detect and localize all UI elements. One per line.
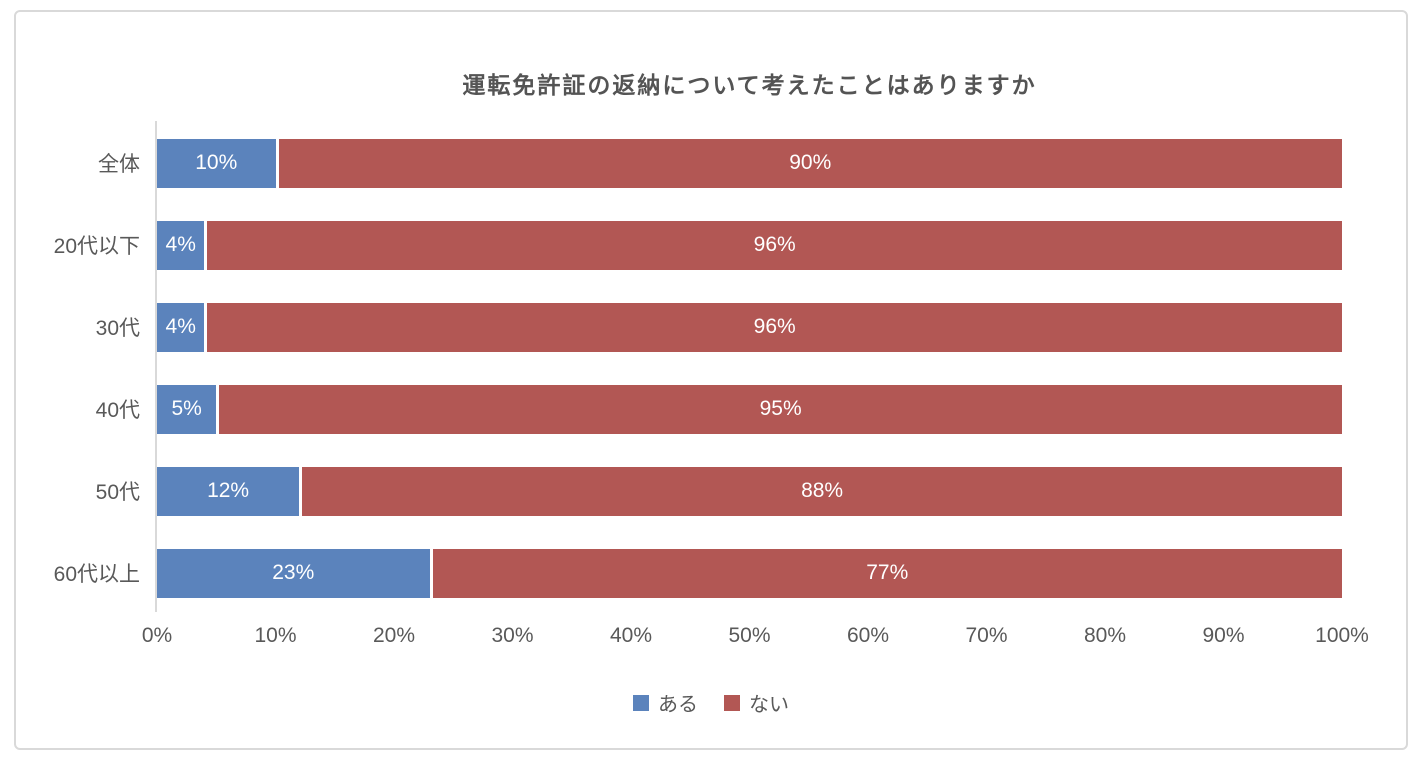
chart-row: 全体 10% 90% [98,122,1342,204]
value-label: 77% [866,561,909,584]
bar-segment-series2: 96% [207,220,1342,270]
legend-swatch-icon [724,694,740,711]
bar-track: 5% 95% [157,384,1342,434]
x-tick-label: 40% [609,624,653,647]
category-label: 40代 [95,399,140,422]
bar-segment-series1: 23% [157,548,430,598]
value-label: 4% [165,315,196,338]
legend-label: ある [658,694,698,716]
x-tick-label: 100% [1315,624,1369,647]
chart-row: 40代 5% 95% [96,368,1342,450]
legend-item-series2: ない [724,688,789,717]
plot-area: 全体 10% 90% 20代以下 4% 96% 30代 4% 96% 40代 5% 95% 50代 12%… [54,122,1342,614]
x-tick-label: 10% [254,624,297,647]
category-label: 30代 [95,317,140,340]
bar-segment-series2: 88% [302,466,1342,516]
x-tick-label: 70% [965,624,1008,647]
category-label: 全体 [98,153,140,176]
category-label: 60代以上 [53,563,140,586]
chart-row: 20代以下 4% 96% [54,204,1342,286]
value-label: 96% [753,233,796,256]
chart-card: 運転免許証の返納について考えたことはありますか [14,10,1408,750]
chart-row: 60代以上 23% 77% [54,532,1342,614]
y-axis-line [155,121,157,612]
bar-segment-series1: 4% [157,220,205,270]
x-axis: 0% 10% 20% 30% 40% 50% 60% 70% 80% 90% 100% [142,624,1369,654]
bar-track: 4% 96% [157,302,1342,352]
value-label: 96% [753,315,796,338]
bar-segment-series2: 95% [219,384,1342,434]
value-label: 95% [759,397,802,420]
legend-label: ない [749,694,789,716]
legend: ある ない [0,688,1422,717]
value-label: 88% [801,479,844,502]
value-label: 90% [789,151,832,174]
x-tick-label: 60% [846,624,890,647]
category-label: 20代以下 [53,235,140,258]
bar-segment-series2: 90% [278,138,1342,188]
x-tick-label: 30% [491,624,534,647]
x-tick-label: 0% [141,624,173,647]
bar-track: 4% 96% [157,220,1342,270]
bar-segment-series1: 12% [157,466,300,516]
value-label: 12% [207,479,250,502]
bar-track: 23% 77% [157,548,1342,598]
value-label: 4% [165,233,196,256]
bar-segment-series1: 5% [157,384,217,434]
bar-track: 12% 88% [157,466,1342,516]
chart-row: 50代 12% 88% [96,450,1342,532]
bar-segment-series1: 4% [157,302,205,352]
value-label: 10% [195,151,238,174]
category-label: 50代 [95,481,140,504]
value-label: 23% [272,561,315,584]
bar-track: 10% 90% [157,138,1342,188]
x-tick-label: 50% [728,624,771,647]
chart-title: 運転免許証の返納について考えたことはありますか [462,72,1037,98]
legend-swatch-icon [633,694,649,711]
x-tick-label: 80% [1083,624,1127,647]
bar-segment-series2: 96% [207,302,1342,352]
chart-row: 30代 4% 96% [96,286,1342,368]
bar-segment-series2: 77% [432,548,1342,598]
value-label: 5% [171,397,202,420]
bar-segment-series1: 10% [157,138,276,188]
x-tick-label: 90% [1202,624,1245,647]
legend-item-series1: ある [633,688,698,717]
x-tick-label: 20% [372,624,416,647]
